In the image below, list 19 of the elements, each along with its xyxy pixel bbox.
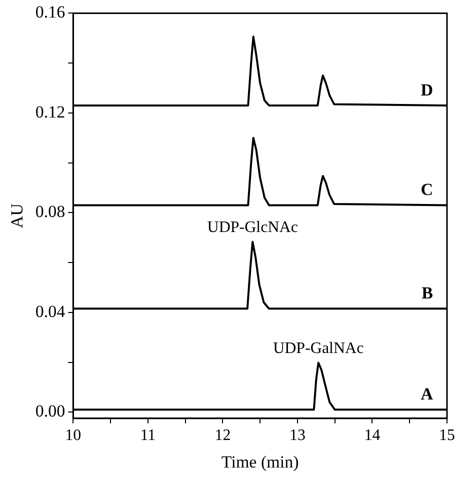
y-tick-label: 0.12	[35, 102, 66, 122]
y-tick-label: 0.04	[35, 302, 66, 321]
x-tick-label: 13	[289, 427, 306, 444]
x-tick-label: 10	[65, 427, 82, 444]
series-label: A	[420, 384, 434, 404]
x-tick-label: 12	[214, 427, 231, 444]
x-tick-label: 14	[364, 427, 380, 444]
annotation: UDP-GalNAc	[273, 340, 364, 357]
y-axis-title: AU	[8, 204, 27, 228]
y-tick-label: 0.08	[35, 202, 66, 222]
y-tick-label: 0.00	[35, 402, 66, 421]
series-label: C	[420, 180, 433, 200]
x-tick-label: 11	[140, 427, 156, 444]
y-tick-label: 0.16	[35, 2, 66, 22]
x-tick-label: 15	[439, 427, 455, 444]
series-label: B	[422, 284, 433, 303]
series-label: D	[420, 80, 433, 100]
x-axis-title: Time (min)	[221, 452, 299, 472]
annotation: UDP-GlcNAc	[207, 219, 298, 236]
